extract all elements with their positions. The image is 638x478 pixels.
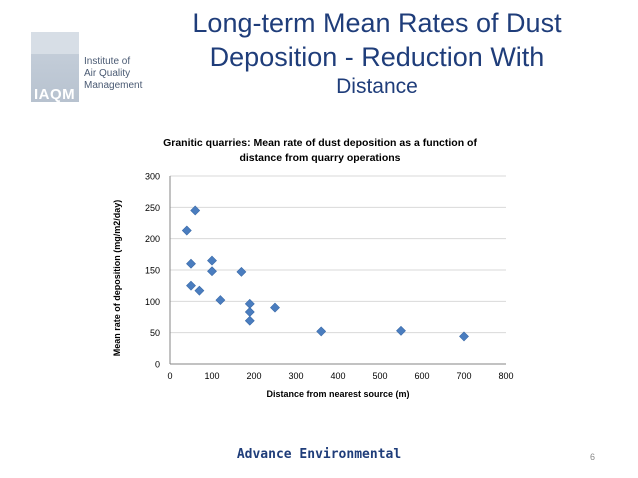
slide-title-line-3: Distance xyxy=(336,75,418,98)
data-point-11 xyxy=(244,315,255,326)
logo-name-line-1: Institute of xyxy=(84,56,131,67)
y-tick-label: 150 xyxy=(145,266,160,276)
data-point-7 xyxy=(194,285,205,296)
iaqm-logo xyxy=(31,32,79,102)
data-point-3 xyxy=(207,255,217,266)
data-point-2 xyxy=(186,258,196,269)
x-tick-label: 600 xyxy=(414,371,429,381)
logo-name-line-3: Management xyxy=(84,80,143,91)
slide-title-line-1: Long-term Mean Rates of Dust xyxy=(192,8,562,38)
page-number: 6 xyxy=(590,452,596,462)
slide-title-line-2: Deposition - Reduction With xyxy=(209,42,545,72)
x-tick-label: 100 xyxy=(204,371,219,381)
x-tick-label: 700 xyxy=(456,371,471,381)
data-point-1 xyxy=(181,225,192,236)
data-point-13 xyxy=(316,326,327,337)
x-tick-label: 500 xyxy=(372,371,387,381)
data-point-6 xyxy=(186,280,196,291)
y-tick-label: 0 xyxy=(155,360,160,370)
data-point-14 xyxy=(396,325,406,336)
x-axis-label: Distance from nearest source (m) xyxy=(266,389,409,399)
chart-title: Granitic quarries: Mean rate of dust dep… xyxy=(110,136,530,166)
data-point-10 xyxy=(244,307,255,317)
logo-name: Institute of Air Quality Management xyxy=(84,56,154,92)
x-tick-label: 0 xyxy=(167,371,172,381)
y-axis-label: Mean rate of deposition (mg/m2/day) xyxy=(112,200,122,357)
x-tick-label: 200 xyxy=(246,371,261,381)
y-tick-label: 100 xyxy=(145,297,160,307)
logo-acronym: IAQM xyxy=(34,86,76,103)
data-point-4 xyxy=(207,266,217,277)
slide-title: Long-term Mean Rates of Dust Deposition … xyxy=(150,6,604,100)
y-tick-label: 300 xyxy=(145,172,160,182)
logo-name-line-2: Air Quality xyxy=(84,68,131,79)
data-point-15 xyxy=(459,331,469,342)
chart-title-line-2: distance from quarry operations xyxy=(239,152,401,164)
chart-title-line-1: Granitic quarries: Mean rate of dust dep… xyxy=(163,137,477,149)
data-point-8 xyxy=(215,295,226,306)
data-point-9 xyxy=(244,298,255,309)
data-point-0 xyxy=(190,205,201,216)
x-tick-label: 800 xyxy=(498,371,513,381)
y-tick-label: 250 xyxy=(145,203,160,213)
x-tick-label: 300 xyxy=(288,371,303,381)
data-point-12 xyxy=(270,302,280,313)
y-tick-label: 200 xyxy=(145,234,160,244)
logo-band xyxy=(31,32,79,54)
y-tick-label: 50 xyxy=(150,328,160,338)
data-point-5 xyxy=(236,266,247,277)
x-tick-label: 400 xyxy=(330,371,345,381)
footer-text: Advance Environmental xyxy=(236,447,402,462)
